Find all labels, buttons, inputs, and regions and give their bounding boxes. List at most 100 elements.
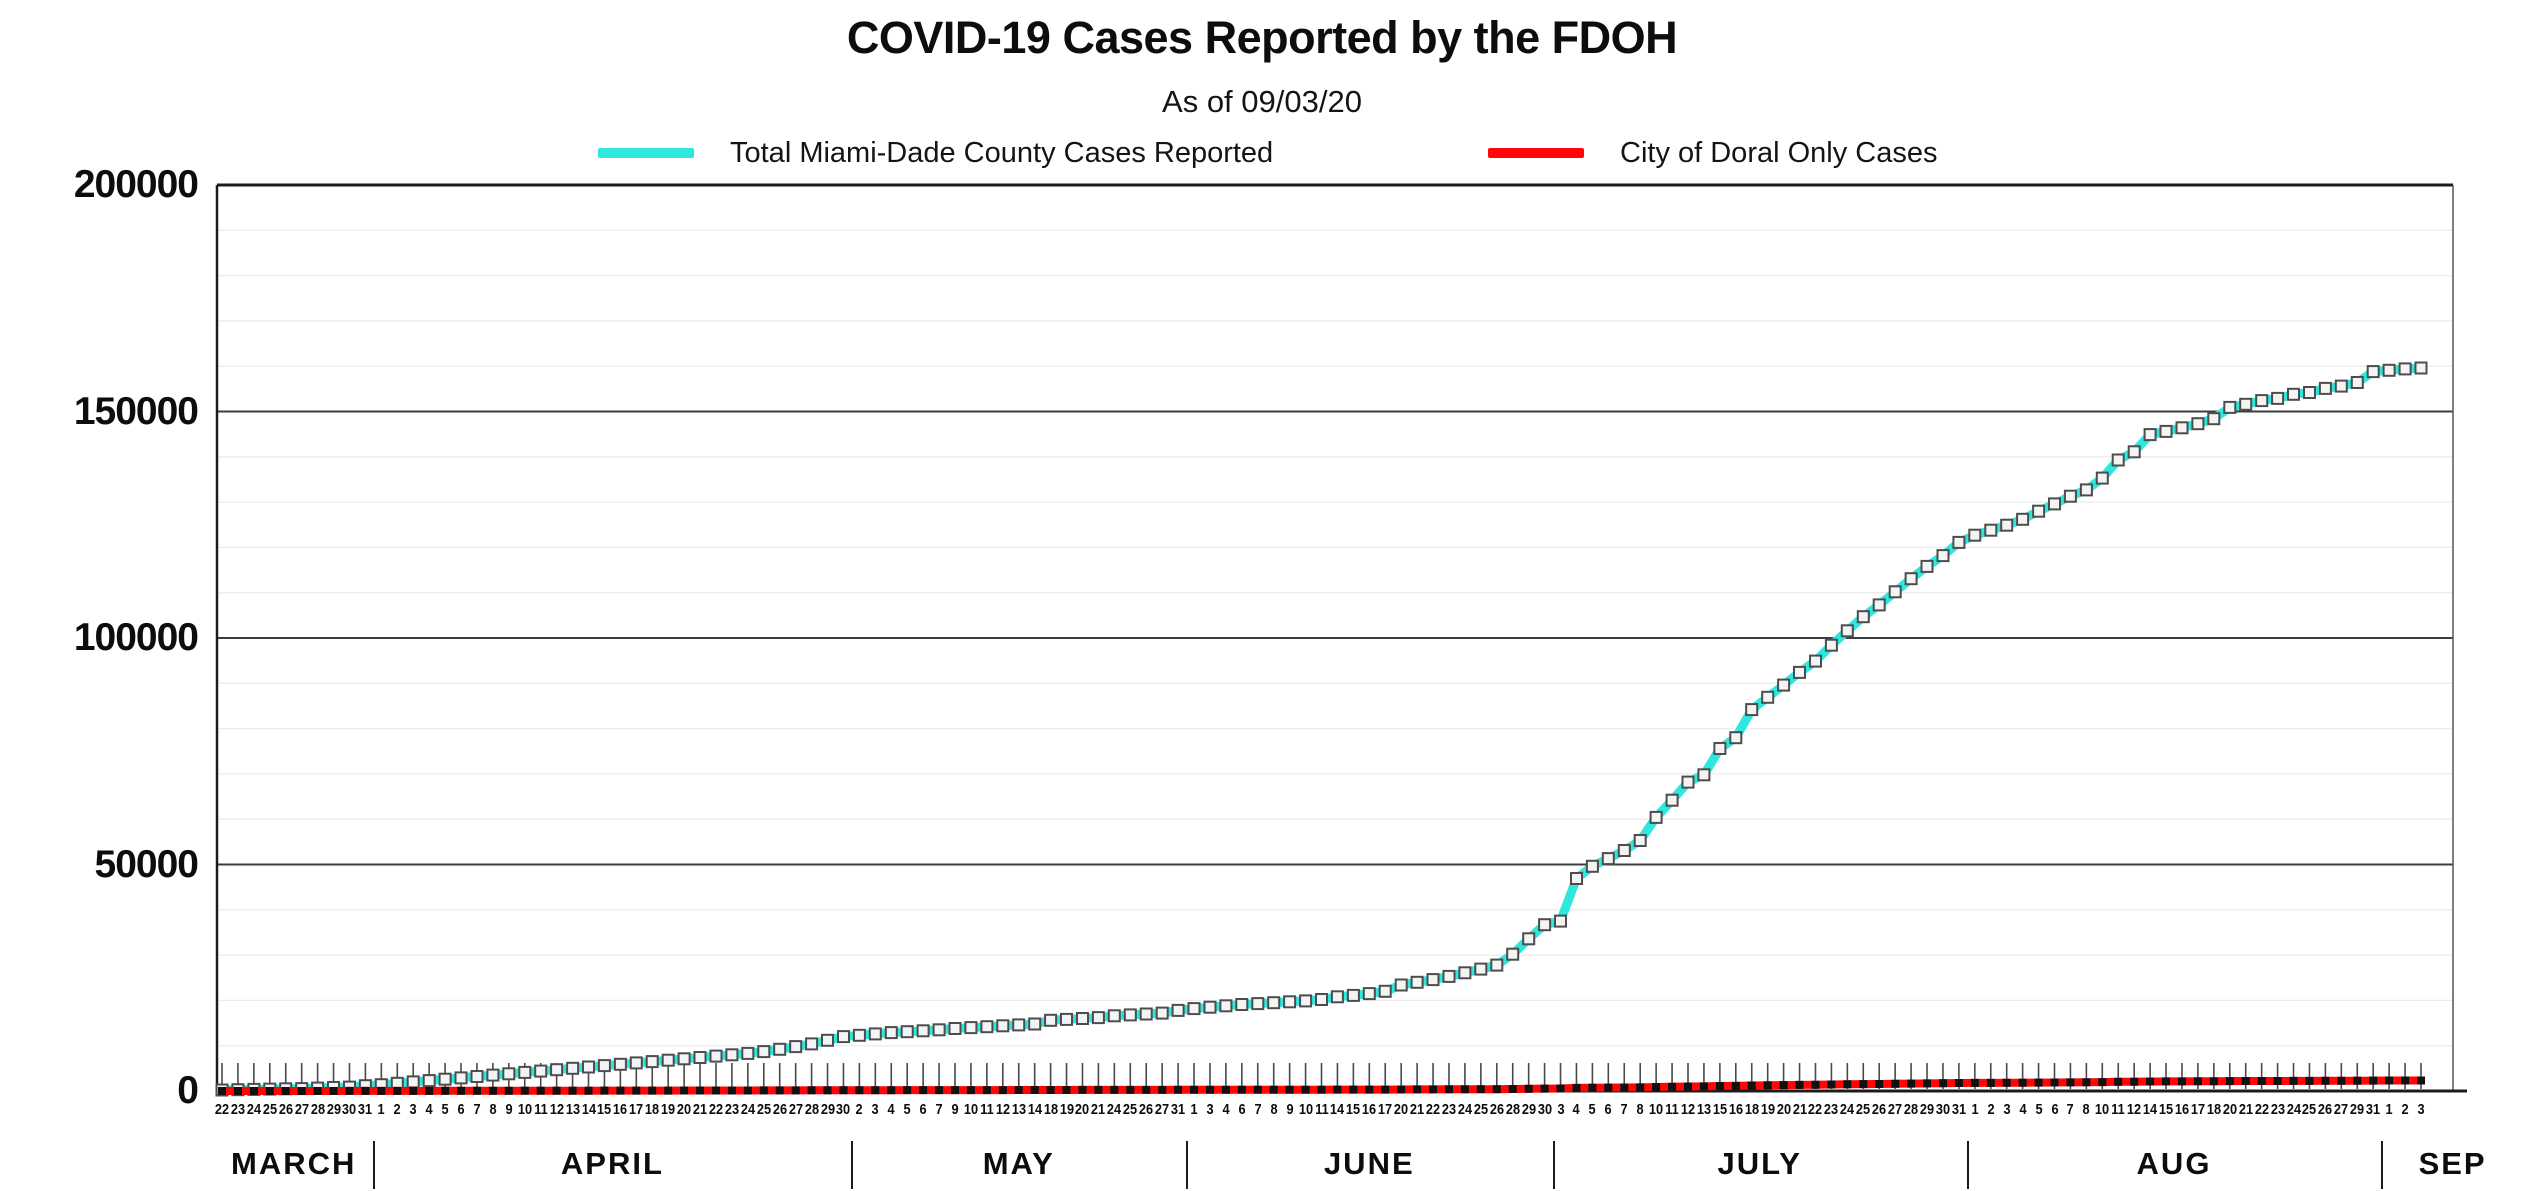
doral-data-point: [632, 1086, 641, 1095]
miami-dade-data-point: [1474, 962, 1488, 976]
date-tick-label: 20: [1394, 1101, 1409, 1118]
date-tick-label: 17: [629, 1101, 644, 1118]
miami-dade-data-point: [900, 1025, 914, 1039]
doral-data-point: [1588, 1083, 1597, 1092]
doral-legend-swatch: [1488, 148, 1584, 158]
doral-data-point: [1158, 1085, 1167, 1094]
date-tick-label: 7: [473, 1101, 481, 1118]
month-label-sep: SEP: [2418, 1146, 2487, 1181]
doral-data-point: [2337, 1076, 2346, 1085]
date-tick-label: 11: [533, 1101, 548, 1118]
date-tick-label: 6: [1604, 1101, 1612, 1118]
y-axis-tick-label: 150000: [73, 389, 199, 433]
miami-dade-data-point: [1920, 559, 1934, 573]
miami-dade-data-point: [518, 1065, 532, 1079]
date-tick-label: 7: [935, 1101, 943, 1118]
date-tick-label: 31: [1951, 1101, 1966, 1118]
miami-dade-data-point: [2032, 504, 2046, 518]
doral-data-point: [2130, 1077, 2139, 1086]
miami-dade-data-point: [757, 1045, 771, 1059]
miami-dade-data-point: [629, 1056, 643, 1070]
miami-dade-data-point: [1203, 1000, 1217, 1014]
date-tick-label: 9: [505, 1101, 513, 1118]
date-tick-label: 12: [995, 1101, 1010, 1118]
date-tick-label: 18: [1744, 1101, 1759, 1118]
doral-data-point: [1699, 1082, 1708, 1091]
doral-data-point: [1094, 1085, 1103, 1094]
miami-dade-data-point: [1570, 872, 1583, 885]
miami-dade-data-point: [2016, 512, 2030, 526]
date-tick-label: 23: [1824, 1101, 1839, 1118]
doral-data-point: [1827, 1080, 1836, 1089]
doral-data-point: [2305, 1076, 2314, 1085]
date-tick-label: 3: [1556, 1101, 1565, 1118]
month-separator: [851, 1141, 854, 1189]
miami-dade-data-point: [1028, 1017, 1042, 1031]
date-tick-label: 7: [1254, 1101, 1262, 1118]
date-tick-label: 27: [788, 1101, 803, 1118]
chart-subtitle: As of 09/03/20: [1162, 84, 1362, 119]
doral-data-point: [552, 1086, 561, 1095]
miami-dade-data-point: [868, 1027, 882, 1041]
doral-data-point: [1811, 1080, 1820, 1089]
date-tick-label: 5: [441, 1101, 449, 1118]
date-tick-label: 29: [820, 1101, 835, 1118]
miami-dade-data-point: [2079, 483, 2093, 497]
miami-dade-data-point: [773, 1042, 787, 1056]
doral-data-point: [2209, 1077, 2218, 1086]
doral-data-point: [1954, 1079, 1963, 1087]
miami-dade-data-point: [2175, 421, 2189, 435]
date-tick-label: 14: [1330, 1101, 1345, 1118]
date-tick-label: 26: [1872, 1101, 1887, 1118]
doral-data-point: [935, 1086, 944, 1095]
miami-dade-data-point: [1171, 1003, 1185, 1017]
doral-data-point: [441, 1086, 450, 1095]
doral-data-point: [1986, 1078, 1995, 1087]
date-tick-label: 27: [294, 1101, 309, 1118]
doral-data-point: [1875, 1080, 1884, 1088]
date-tick-label: 25: [262, 1101, 277, 1118]
miami-dade-data-point: [1872, 598, 1886, 612]
date-tick-label: 28: [1903, 1101, 1919, 1118]
legend-item-doral: City of Doral Only Cases: [1488, 136, 1938, 170]
date-tick-label: 1: [1190, 1101, 1198, 1118]
miami-dade-data-point: [1554, 914, 1567, 928]
date-tick-label: 31: [1170, 1101, 1186, 1118]
miami-dade-data-point: [597, 1059, 611, 1073]
doral-data-point: [1795, 1080, 1804, 1089]
doral-data-point: [1476, 1085, 1485, 1094]
doral-data-point: [568, 1086, 577, 1095]
doral-data-point: [2098, 1078, 2107, 1087]
doral-data-point: [1142, 1085, 1151, 1094]
miami-dade-data-point: [1060, 1012, 1073, 1026]
miami-dade-data-point: [805, 1037, 819, 1051]
month-separator: [373, 1141, 376, 1189]
miami-dade-data-point: [741, 1046, 755, 1060]
miami-dade-data-point: [613, 1057, 627, 1071]
miami-dade-data-point: [1123, 1008, 1137, 1022]
date-tick-label: 10: [2095, 1101, 2110, 1118]
miami-dade-data-point: [1809, 654, 1822, 668]
date-tick-label: 29: [2350, 1101, 2365, 1118]
date-tick-label: 31: [358, 1101, 373, 1118]
date-tick-label: 18: [645, 1101, 660, 1118]
date-tick-label: 29: [1521, 1101, 1536, 1118]
doral-data-point: [329, 1087, 338, 1095]
doral-data-point: [807, 1086, 816, 1095]
date-tick-label: 6: [1238, 1101, 1246, 1118]
date-tick-label: 12: [549, 1101, 564, 1118]
miami-dade-data-point: [1633, 834, 1647, 847]
date-tick-label: 16: [1362, 1101, 1377, 1118]
doral-data-point: [218, 1087, 226, 1095]
doral-data-point: [982, 1086, 991, 1095]
miami-dade-data-point: [2000, 518, 2014, 532]
doral-data-point: [759, 1086, 768, 1095]
date-tick-label: 8: [1636, 1101, 1644, 1118]
doral-data-point: [823, 1086, 832, 1095]
miami-dade-data-point: [677, 1052, 691, 1066]
doral-data-point: [1365, 1085, 1374, 1094]
date-tick-label: 17: [1378, 1101, 1393, 1118]
miami-dade-data-point: [2143, 428, 2157, 442]
doral-data-point: [233, 1087, 242, 1095]
